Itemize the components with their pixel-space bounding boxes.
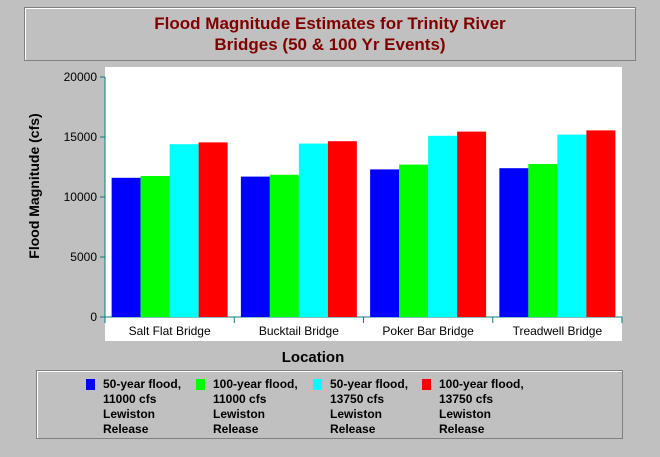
y-tick-label: 20000 (64, 70, 98, 84)
x-tick-label: Treadwell Bridge (513, 324, 603, 338)
legend-swatch (313, 379, 322, 390)
chart-title-box: Flood Magnitude Estimates for Trinity Ri… (24, 7, 636, 61)
y-tick-label: 5000 (70, 250, 97, 264)
y-tick-label: 10000 (64, 190, 98, 204)
legend-swatch (422, 379, 431, 390)
legend-label: 50-year flood, 13750 cfs Lewiston Releas… (330, 377, 409, 436)
x-axis-label: Location (282, 349, 345, 366)
y-tick-label: 0 (90, 310, 97, 324)
bar (428, 135, 458, 317)
bar (298, 143, 328, 317)
legend-swatch (196, 379, 205, 390)
legend-label: 100-year flood, 13750 cfs Lewiston Relea… (439, 377, 524, 436)
bar (499, 168, 529, 317)
legend: 50-year flood, 11000 cfs Lewiston Releas… (36, 370, 623, 439)
bar (111, 177, 141, 317)
bar (169, 144, 199, 317)
bar (140, 176, 170, 317)
bar (327, 141, 357, 317)
bar (528, 164, 558, 317)
bar (557, 134, 587, 317)
y-tick-label: 15000 (64, 130, 98, 144)
bars (111, 130, 616, 317)
bar (586, 130, 616, 317)
bar-chart: 0 5000 10000 15000 20000 Salt Flat Bridge Buck… (26, 67, 623, 366)
legend-label: 100-year flood, 11000 cfs Lewiston Relea… (213, 377, 298, 436)
bar (399, 164, 429, 317)
x-tick-label: Poker Bar Bridge (382, 324, 474, 338)
bar (198, 142, 228, 317)
legend-label: 50-year flood, 11000 cfs Lewiston Releas… (103, 377, 182, 436)
bar (269, 174, 299, 317)
legend-swatch (86, 379, 95, 390)
chart-title: Flood Magnitude Estimates for Trinity Ri… (154, 14, 506, 54)
x-tick-label: Bucktail Bridge (259, 324, 339, 338)
y-axis-label: Flood Magnitude (cfs) (26, 113, 42, 258)
x-tick-label: Salt Flat Bridge (129, 324, 211, 338)
bar (240, 176, 270, 317)
bar (370, 169, 400, 317)
bar (457, 131, 487, 317)
tick-labels: 0 5000 10000 15000 20000 Salt Flat Bridge Buck… (64, 70, 603, 338)
